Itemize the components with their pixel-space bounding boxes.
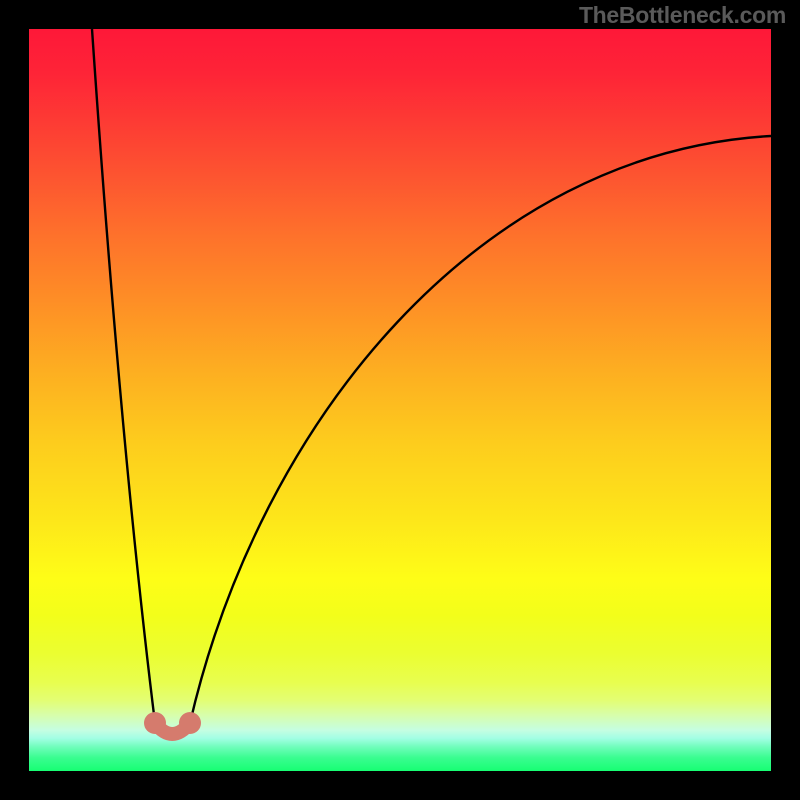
chart-canvas: TheBottleneck.com — [0, 0, 800, 800]
watermark-text: TheBottleneck.com — [579, 2, 786, 29]
gradient-plot-area — [29, 29, 771, 771]
marker-dot — [179, 712, 201, 734]
marker-dot — [144, 712, 166, 734]
bottleneck-chart — [0, 0, 800, 800]
